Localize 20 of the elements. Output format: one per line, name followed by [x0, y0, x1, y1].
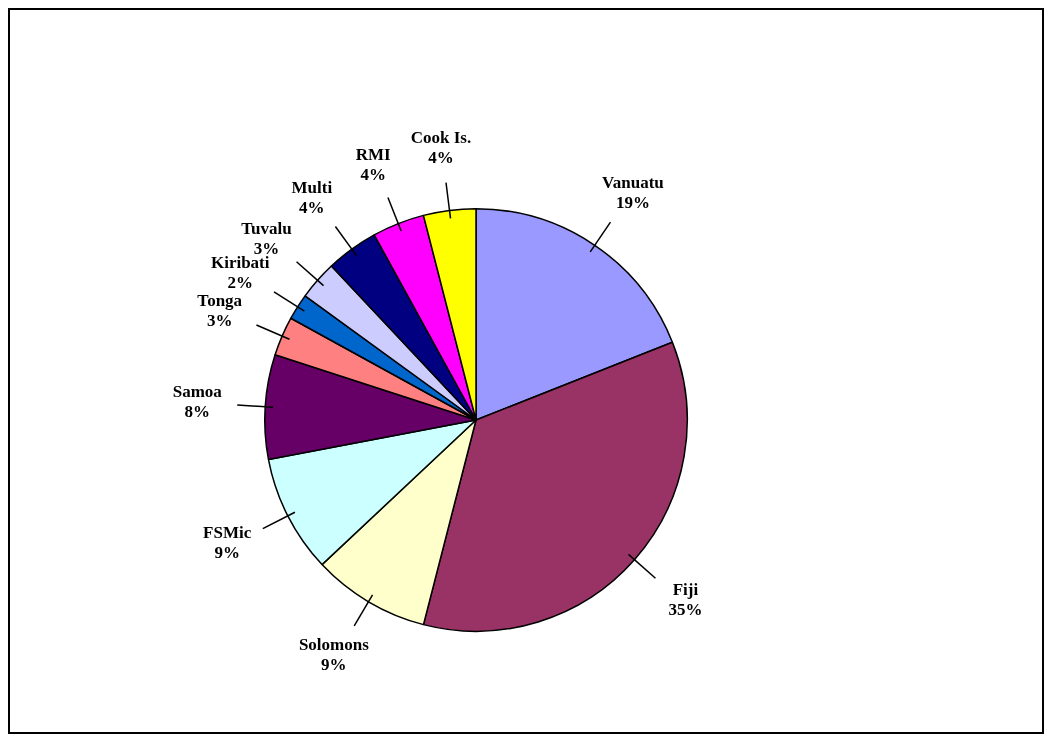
slice-label: RMI [355, 145, 392, 165]
slice-label: Solomons [298, 634, 370, 654]
data-label: 8% [184, 402, 211, 422]
slice-label: Tuvalu [241, 218, 292, 238]
data-label: 2% [227, 272, 253, 292]
slice-label: Vanuatu [602, 173, 664, 193]
slice-label: Samoa [172, 382, 223, 402]
data-label: 19% [615, 193, 650, 213]
data-label: 35% [668, 600, 703, 620]
data-label: 4% [428, 148, 454, 168]
data-label: 3% [206, 310, 233, 330]
slice-label: Fiji [672, 580, 699, 600]
data-label: 9% [214, 543, 240, 563]
data-label: 9% [321, 654, 347, 674]
slice-label: Tonga [197, 290, 243, 310]
slice-label: FSMic [203, 523, 252, 543]
slice-label: Multi [291, 178, 333, 198]
slice-label: Cook Is. [410, 128, 472, 148]
data-label: 4% [360, 165, 386, 185]
data-label: 4% [299, 198, 325, 218]
